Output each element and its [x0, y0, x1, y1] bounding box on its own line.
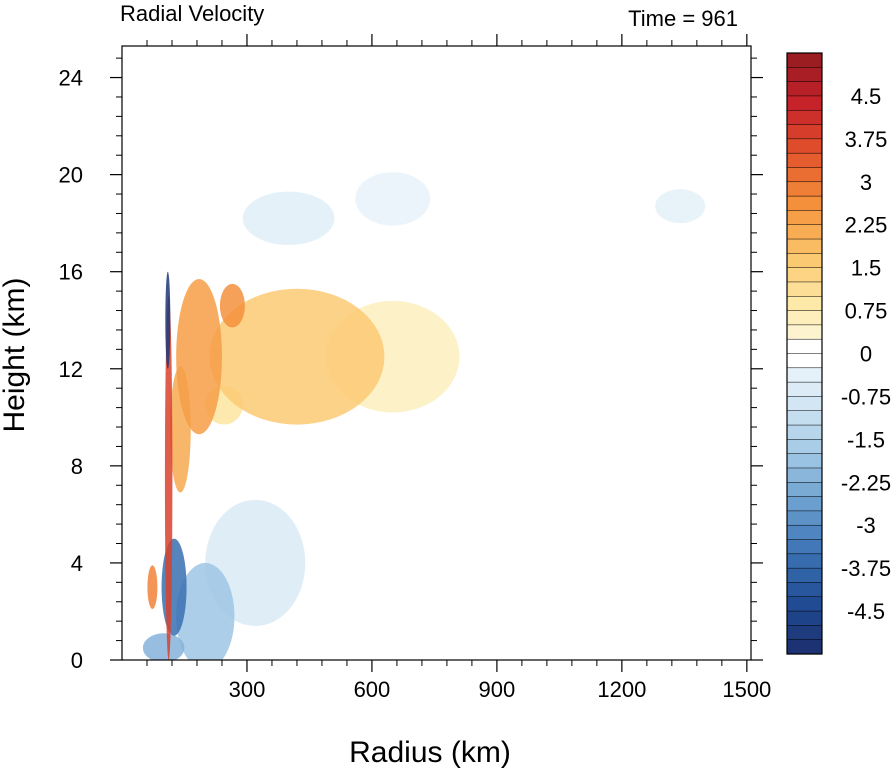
colorbar-bin — [786, 181, 823, 197]
x-tick-label-1500: 1500 — [722, 677, 771, 702]
colorbar-bin — [786, 510, 823, 526]
colorbar-bin — [786, 567, 823, 584]
colorbar-bin — [786, 52, 823, 68]
colorbar-bin — [786, 253, 823, 269]
colorbar-bin — [786, 195, 823, 211]
y-tick-label-24: 24 — [59, 66, 83, 91]
colorbar-bin — [786, 424, 823, 440]
y-tick-label-20: 20 — [59, 163, 83, 188]
velocity-feature-12 — [147, 565, 158, 610]
colorbar-bin — [786, 338, 823, 355]
colorbar-bin — [786, 553, 823, 569]
colorbar-bin — [786, 296, 823, 312]
colorbar-label-6: 0 — [860, 342, 872, 367]
colorbar-bin — [786, 267, 823, 283]
colorbar-label-3: 2.25 — [845, 213, 888, 238]
velocity-feature-7 — [176, 562, 235, 660]
colorbar-bin — [786, 381, 823, 397]
colorbar-bin — [786, 610, 823, 626]
colorbar-label-10: -3 — [856, 513, 876, 538]
colorbar-bin — [786, 324, 823, 340]
velocity-feature-6 — [209, 288, 385, 425]
colorbar-bin — [786, 81, 823, 97]
x-axis-label: Radius (km) — [349, 736, 511, 769]
colorbar-bin — [786, 367, 823, 383]
colorbar-label-8: -1.5 — [847, 427, 885, 452]
colorbar-bin — [786, 410, 823, 426]
x-tick-label-1200: 1200 — [597, 677, 646, 702]
x-tick-label-600: 600 — [354, 677, 391, 702]
colorbar-bin — [786, 281, 823, 297]
colorbar-label-4: 1.5 — [851, 256, 882, 281]
colorbar-bin — [786, 224, 823, 240]
colorbar-bin — [786, 582, 823, 598]
colorbar-label-5: 0.75 — [845, 299, 888, 324]
colorbar-bin — [786, 524, 823, 541]
colorbar-label-9: -2.25 — [841, 470, 891, 495]
colorbar-bin — [786, 396, 823, 412]
colorbar-bin — [786, 496, 823, 512]
x-tick-label-900: 900 — [479, 677, 516, 702]
colorbar-label-0: 4.5 — [851, 84, 882, 109]
colorbar-label-1: 3.75 — [845, 127, 888, 152]
velocity-field — [142, 172, 706, 660]
y-axis: 0 4 8 12 16 20 24 — [59, 57, 763, 673]
colorbar-label-12: -4.5 — [847, 599, 885, 624]
velocity-feature-10 — [176, 278, 222, 435]
colorbar-bin — [786, 95, 823, 111]
plot-frame — [121, 45, 752, 661]
x-tick-label-300: 300 — [229, 677, 266, 702]
colorbar-bin — [786, 453, 823, 469]
colorbar-bin — [786, 539, 823, 555]
y-tick-label-0: 0 — [71, 648, 83, 673]
colorbar-bin — [786, 238, 823, 254]
colorbar-bin — [786, 210, 823, 226]
colorbar-bin — [786, 138, 823, 154]
velocity-feature-0 — [355, 172, 431, 226]
velocity-feature-11 — [219, 283, 245, 328]
colorbar: 4.5 3.75 3 2.25 1.5 0.75 0 -0.75 -1.5 -2.25 -3 -3.7… — [786, 52, 891, 655]
y-tick-label-12: 12 — [59, 357, 83, 382]
chart-title-right: Time = 961 — [628, 6, 738, 31]
colorbar-bin — [786, 124, 823, 140]
colorbar-bin — [786, 439, 823, 455]
velocity-feature-14 — [164, 295, 173, 660]
colorbar-bin — [786, 67, 823, 83]
colorbar-frame — [786, 52, 823, 655]
y-axis-label: Height (km) — [0, 277, 31, 432]
chart-title-left: Radial Velocity — [120, 1, 264, 26]
velocity-feature-15 — [165, 271, 171, 369]
velocity-feature-1 — [655, 189, 706, 224]
colorbar-bin — [786, 482, 823, 498]
colorbar-label-2: 3 — [860, 170, 872, 195]
colorbar-label-7: -0.75 — [841, 384, 891, 409]
y-tick-label-4: 4 — [71, 551, 83, 576]
velocity-feature-9 — [142, 633, 185, 660]
colorbar-bin — [786, 467, 823, 483]
colorbar-bin — [786, 109, 823, 126]
colorbar-bin — [786, 310, 823, 326]
colorbar-bin — [786, 596, 823, 612]
x-axis: 300 600 900 1200 1500 — [146, 34, 771, 702]
colorbar-bin — [786, 167, 823, 183]
y-tick-label-8: 8 — [71, 454, 83, 479]
colorbar-bin — [786, 152, 823, 169]
velocity-feature-2 — [242, 191, 335, 246]
colorbar-bin — [786, 639, 823, 655]
colorbar-bin — [786, 353, 823, 369]
colorbar-label-11: -3.75 — [841, 556, 891, 581]
colorbar-bin — [786, 625, 823, 641]
y-tick-label-16: 16 — [59, 260, 83, 285]
